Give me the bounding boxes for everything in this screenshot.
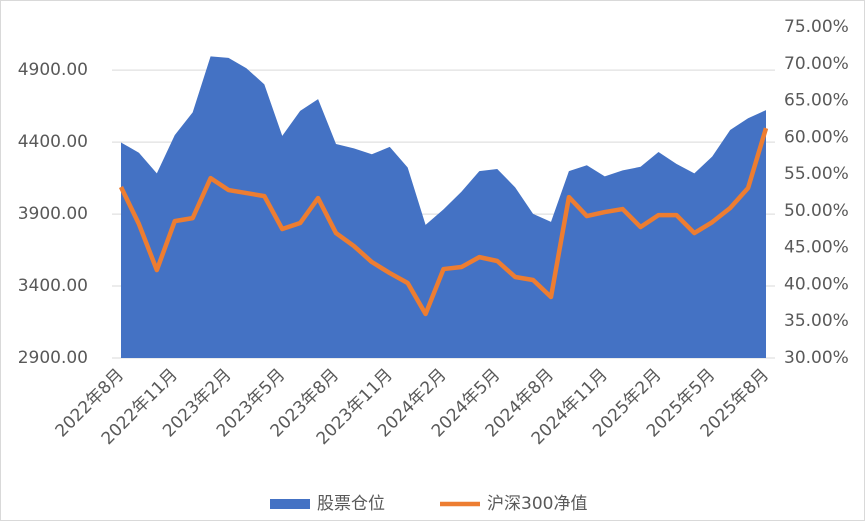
legend-swatch [270,499,310,509]
y2-tick-label: 70.00% [784,54,849,74]
y2-tick-label: 65.00% [784,91,849,111]
y2-tick-label: 35.00% [784,311,849,331]
y-tick-label: 4900.00 [18,60,88,80]
y2-tick-label: 75.00% [784,17,849,37]
y2-tick-label: 30.00% [784,348,849,368]
y-tick-label: 4400.00 [18,132,88,152]
y2-tick-label: 60.00% [784,127,849,147]
y2-tick-label: 40.00% [784,274,849,294]
legend-label: 股票仓位 [317,494,385,514]
line [118,127,769,317]
area [121,56,766,359]
legend-label: 沪深300净值 [487,494,587,514]
y2-tick-label: 45.00% [784,238,849,258]
y2-tick-label: 50.00% [784,201,849,221]
plot [118,56,769,359]
y2-tick-label: 55.00% [784,164,849,184]
y-tick-label: 3900.00 [18,204,88,224]
legend: 股票仓位 沪深300净值 [270,494,587,514]
y-tick-label: 2900.00 [18,348,88,368]
y-tick-label: 3400.00 [18,276,88,296]
